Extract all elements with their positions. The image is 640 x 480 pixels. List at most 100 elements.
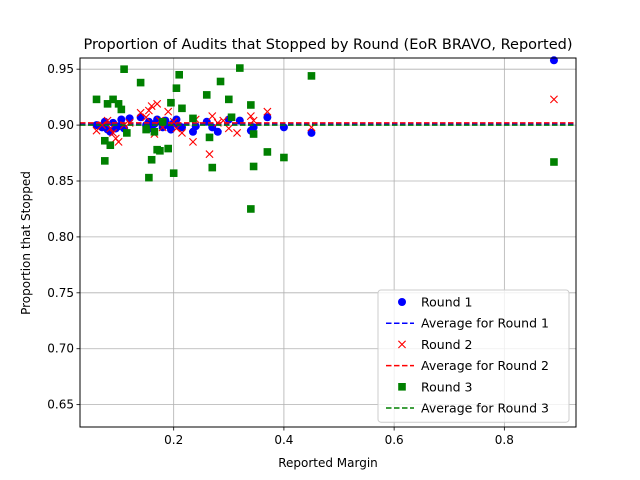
y-tick-label: 0.70 <box>47 342 74 356</box>
legend-label: Round 3 <box>421 379 472 394</box>
y-tick-label: 0.95 <box>47 62 74 76</box>
data-point <box>156 147 164 155</box>
data-point <box>227 113 236 122</box>
y-tick-label: 0.65 <box>47 398 74 412</box>
x-axis-label: Reported Margin <box>278 456 378 470</box>
data-point <box>106 141 115 150</box>
data-point <box>208 112 217 121</box>
data-point <box>136 108 145 117</box>
data-point <box>225 95 233 104</box>
data-point <box>224 124 233 133</box>
data-point <box>247 205 255 213</box>
data-point <box>177 128 186 137</box>
data-point <box>236 64 244 72</box>
data-point <box>249 162 258 171</box>
legend: Round 1 Average for Round 1 Round 2 Average… <box>377 289 570 423</box>
chart-title: Proportion of Audits that Stopped by Rou… <box>84 37 573 53</box>
data-point <box>123 129 131 137</box>
data-point <box>249 130 258 138</box>
data-point <box>307 72 316 80</box>
data-point <box>205 150 214 159</box>
data-point <box>549 95 558 104</box>
data-point <box>106 124 115 133</box>
x-tick-label: 0.2 <box>164 433 183 447</box>
data-point <box>263 148 272 156</box>
data-point <box>114 137 123 146</box>
data-point <box>169 117 178 126</box>
data-point <box>169 169 178 177</box>
data-point <box>208 163 217 172</box>
data-point <box>307 128 316 137</box>
legend-entry: Round 1 <box>398 295 472 310</box>
legend-label: Round 2 <box>421 337 472 352</box>
data-point <box>175 70 183 79</box>
y-axis-label: Proportion that Stopped <box>19 171 33 315</box>
legend-entry: Average for Round 3 <box>386 401 549 416</box>
data-point <box>263 113 272 122</box>
legend-entry: Round 3 <box>398 379 472 394</box>
y-tick-label: 0.85 <box>47 174 74 188</box>
data-point <box>205 133 214 142</box>
data-point <box>178 104 186 113</box>
legend-label: Average for Round 2 <box>421 358 549 373</box>
data-point <box>109 128 118 137</box>
legend-entry: Round 2 <box>398 337 472 352</box>
data-point <box>167 98 175 107</box>
data-point <box>92 95 101 104</box>
data-point <box>109 95 117 104</box>
data-point <box>114 100 123 108</box>
data-point <box>213 127 222 136</box>
data-point <box>280 153 288 162</box>
data-point <box>172 84 181 92</box>
data-point <box>233 128 242 137</box>
data-point <box>150 128 159 136</box>
data-point <box>549 56 558 65</box>
data-point <box>158 117 167 126</box>
data-point <box>172 124 181 133</box>
data-point <box>202 91 211 99</box>
data-point <box>189 114 197 123</box>
series-round-3 <box>92 64 558 213</box>
data-point <box>103 100 112 108</box>
data-point <box>120 65 128 73</box>
legend-marker <box>398 298 406 306</box>
data-point <box>550 158 558 166</box>
legend-box <box>377 289 570 423</box>
y-tick-label: 0.90 <box>47 118 74 132</box>
legend-marker <box>398 340 406 349</box>
x-tick-label: 0.4 <box>274 433 293 447</box>
data-point <box>246 112 255 121</box>
y-tick-label: 0.75 <box>47 286 74 300</box>
legend-marker <box>398 383 406 391</box>
legend-label: Average for Round 1 <box>421 316 549 331</box>
data-point <box>164 107 173 116</box>
y-tick-label: 0.80 <box>47 230 74 244</box>
data-point <box>142 113 151 122</box>
data-point <box>101 157 109 165</box>
data-point <box>144 106 153 115</box>
legend-entry: Average for Round 2 <box>386 358 549 373</box>
legend-label: Average for Round 3 <box>421 401 549 416</box>
legend-label: Round 1 <box>421 295 472 310</box>
data-point <box>145 173 153 182</box>
x-tick-label: 0.8 <box>495 433 514 447</box>
plot-area-frame <box>79 57 577 428</box>
data-point <box>136 78 145 87</box>
data-point <box>263 107 272 116</box>
axis-ticks: 0.2 0.4 0.6 0.8 0.65 0.70 0.75 0.80 0.85 0.90 0.95 <box>47 62 514 447</box>
data-point <box>125 114 134 123</box>
data-point <box>142 125 150 134</box>
data-point <box>117 115 126 124</box>
data-point <box>117 105 126 114</box>
data-point <box>164 144 172 153</box>
data-point <box>147 102 156 111</box>
data-point <box>101 136 109 145</box>
data-marks <box>80 56 576 213</box>
data-point <box>153 99 162 108</box>
legend-entry: Average for Round 1 <box>386 316 549 331</box>
data-point <box>188 137 197 146</box>
data-point <box>216 77 225 86</box>
x-tick-label: 0.6 <box>385 433 404 447</box>
data-point <box>247 101 255 109</box>
